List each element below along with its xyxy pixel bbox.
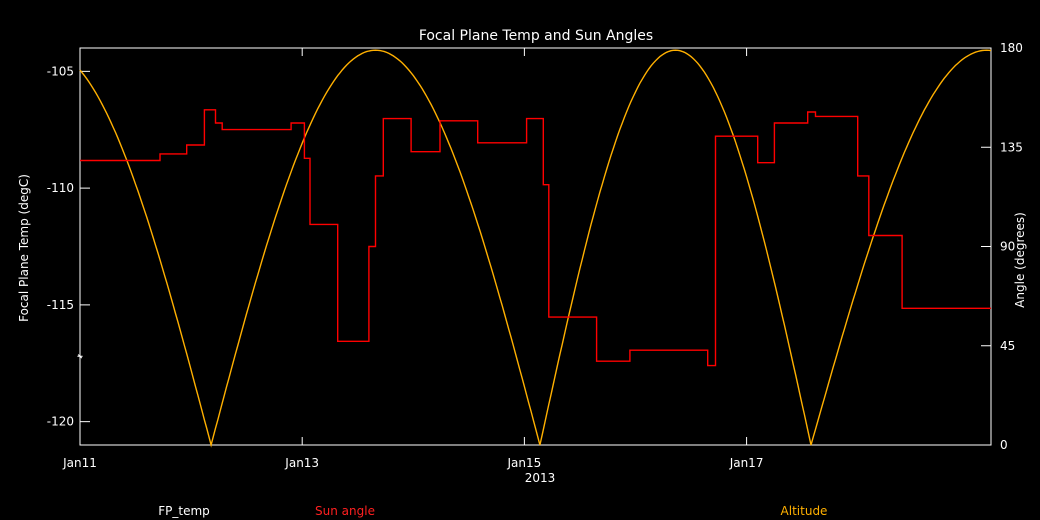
y-axis-label-left: Focal Plane Temp (degC)	[17, 174, 31, 322]
altitude-series	[79, 49, 992, 448]
sun-angle-line	[80, 109, 991, 367]
sun-angle-series	[80, 109, 991, 367]
legend-altitude: Altitude	[781, 504, 828, 518]
altitude-line	[79, 49, 992, 448]
x-axis-label: 2013	[525, 471, 556, 485]
x-tick-label-0: Jan11	[62, 456, 97, 470]
y-left-tick-label-0: -105	[47, 64, 74, 78]
x-tick-label-1: Jan13	[284, 456, 319, 470]
legend-fp-temp: FP_temp	[158, 504, 210, 518]
chart-title: Focal Plane Temp and Sun Angles	[419, 28, 653, 44]
y-left-tick-label-1: -110	[47, 181, 74, 195]
y-right-tick-label-1: 45	[1000, 339, 1015, 353]
x-tick-label-3: Jan17	[729, 456, 764, 470]
fp-temp-markers	[77, 353, 83, 359]
y-left-tick-label-3: -120	[47, 415, 74, 429]
y-right-tick-label-2: 90	[1000, 240, 1015, 254]
fp-temp-series	[77, 353, 83, 359]
legend-sun-angle: Sun angle	[315, 504, 375, 518]
x-tick-label-2: Jan15	[506, 456, 541, 470]
y-axis-label-right: Angle (degrees)	[1013, 212, 1027, 308]
y-right-tick-label-4: 180	[1000, 41, 1023, 55]
y-right-tick-label-0: 0	[1000, 438, 1008, 452]
y-right-tick-label-3: 135	[1000, 140, 1023, 154]
axis-ticks: Jan11 Jan13 Jan15 Jan17 -105 -110 -115 -120 0 45 9…	[47, 41, 1023, 470]
y-left-tick-label-2: -115	[47, 298, 74, 312]
